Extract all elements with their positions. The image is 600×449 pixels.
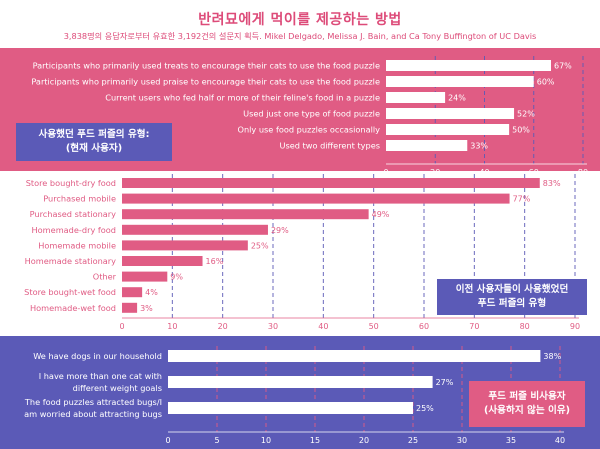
- past-value-label: 77%: [513, 195, 531, 204]
- nonuser-value-label: 25%: [416, 404, 434, 413]
- current-category-label: Participants who primarily used treats t…: [33, 61, 380, 71]
- past-value-label: 25%: [251, 241, 269, 250]
- current-category-label: Only use food puzzles occasionally: [238, 125, 381, 135]
- current-value-label: 24%: [448, 94, 466, 103]
- nonuser-value-label: 38%: [543, 352, 561, 361]
- nonuser-tick-label: 0: [165, 436, 170, 445]
- past-category-label: Homemade-dry food: [32, 225, 116, 235]
- current-value-label: 33%: [470, 142, 488, 151]
- past-category-label: Homemade-wet food: [30, 303, 116, 313]
- current-value-label: 60%: [537, 78, 555, 87]
- current-tick-label: 80: [578, 168, 588, 177]
- callout-current-users-text: 사용했던 푸드 퍼즐의 유형: (현재 사용자): [38, 129, 150, 154]
- nonuser-bar: [168, 402, 413, 414]
- current-category-label: Used two different types: [279, 141, 380, 151]
- past-category-label: Homemade mobile: [38, 240, 116, 250]
- current-category-label: Current users who fed half or more of th…: [105, 93, 380, 103]
- current-category-label: Used just one type of food puzzle: [243, 109, 380, 119]
- nonuser-tick-label: 10: [261, 436, 271, 445]
- callout-current-users: 사용했던 푸드 퍼즐의 유형: (현재 사용자): [16, 123, 172, 161]
- current-bar: [386, 140, 468, 151]
- past-tick-label: 0: [119, 322, 124, 331]
- page-title: 반려묘에게 먹이를 제공하는 방법: [198, 12, 402, 28]
- past-value-label: 29%: [271, 226, 289, 235]
- past-value-label: 49%: [372, 210, 390, 219]
- past-tick-label: 60: [419, 322, 429, 331]
- past-value-label: 9%: [170, 273, 183, 282]
- past-value-label: 3%: [140, 304, 153, 313]
- current-value-label: 67%: [554, 62, 572, 71]
- past-tick-label: 30: [268, 322, 278, 331]
- current-bar: [386, 60, 551, 71]
- callout-past-users-text: 이전 사용자들이 사용했었던 푸드 퍼즐의 유형: [455, 284, 569, 309]
- nonuser-category-label: We have dogs in our household: [33, 351, 162, 361]
- current-tick-label: 0: [383, 168, 388, 177]
- past-value-label: 16%: [206, 257, 224, 266]
- nonuser-category-label: The food puzzles attracted bugs/I: [24, 397, 162, 407]
- callout-non-users: 푸드 퍼즐 비사용자 (사용하지 않는 이유): [469, 381, 585, 427]
- nonuser-tick-label: 20: [359, 436, 369, 445]
- past-bar: [122, 193, 510, 204]
- past-tick-label: 70: [469, 322, 479, 331]
- nonuser-category-label: am worried about attracting bugs: [24, 409, 162, 419]
- nonuser-tick-label: 5: [214, 436, 219, 445]
- past-bar: [122, 287, 143, 298]
- current-value-label: 50%: [512, 126, 530, 135]
- nonuser-category-label: different weight goals: [73, 383, 162, 393]
- current-bar: [386, 92, 446, 103]
- past-bar: [122, 224, 268, 235]
- past-tick-label: 90: [570, 322, 580, 331]
- past-tick-label: 10: [167, 322, 177, 331]
- past-category-label: Store bought-wet food: [24, 287, 116, 297]
- past-category-label: Other: [93, 272, 117, 282]
- nonuser-category-label: I have more than one cat with: [39, 371, 162, 381]
- current-category-label: Participants who primarily used praise t…: [31, 77, 380, 87]
- past-bar: [122, 209, 369, 220]
- callout-past-users: 이전 사용자들이 사용했었던 푸드 퍼즐의 유형: [437, 279, 587, 315]
- nonuser-bar: [168, 376, 433, 388]
- past-tick-label: 20: [218, 322, 228, 331]
- callout-non-users-text: 푸드 퍼즐 비사용자 (사용하지 않는 이유): [483, 391, 571, 416]
- current-tick-label: 40: [479, 168, 489, 177]
- nonuser-tick-label: 30: [457, 436, 467, 445]
- nonuser-value-label: 27%: [436, 378, 454, 387]
- nonuser-tick-label: 15: [310, 436, 320, 445]
- nonuser-bar: [168, 350, 541, 362]
- past-category-label: Purchased stationary: [30, 209, 117, 219]
- past-tick-label: 40: [318, 322, 328, 331]
- current-bar: [386, 124, 510, 135]
- nonuser-tick-label: 40: [555, 436, 565, 445]
- current-bar: [386, 76, 534, 87]
- past-category-label: Store bought-dry food: [26, 178, 116, 188]
- past-category-label: Purchased mobile: [43, 194, 116, 204]
- past-value-label: 83%: [543, 179, 561, 188]
- past-value-label: 4%: [145, 288, 158, 297]
- past-bar: [122, 256, 203, 266]
- nonuser-tick-label: 25: [408, 436, 418, 445]
- past-bar: [122, 240, 248, 251]
- past-bar: [122, 271, 168, 282]
- past-category-label: Homemade stationary: [25, 256, 117, 266]
- past-bar: [122, 178, 540, 188]
- current-tick-label: 20: [430, 168, 440, 177]
- page-subtitle: 3,838명의 응답자로부터 유효한 3,192건의 설문지 획득. Mikel…: [63, 31, 537, 41]
- past-bar: [122, 302, 138, 313]
- past-tick-label: 50: [369, 322, 379, 331]
- current-value-label: 52%: [517, 110, 535, 119]
- current-bar: [386, 108, 515, 119]
- past-tick-label: 80: [520, 322, 530, 331]
- current-tick-label: 60: [529, 168, 539, 177]
- nonuser-tick-label: 35: [506, 436, 516, 445]
